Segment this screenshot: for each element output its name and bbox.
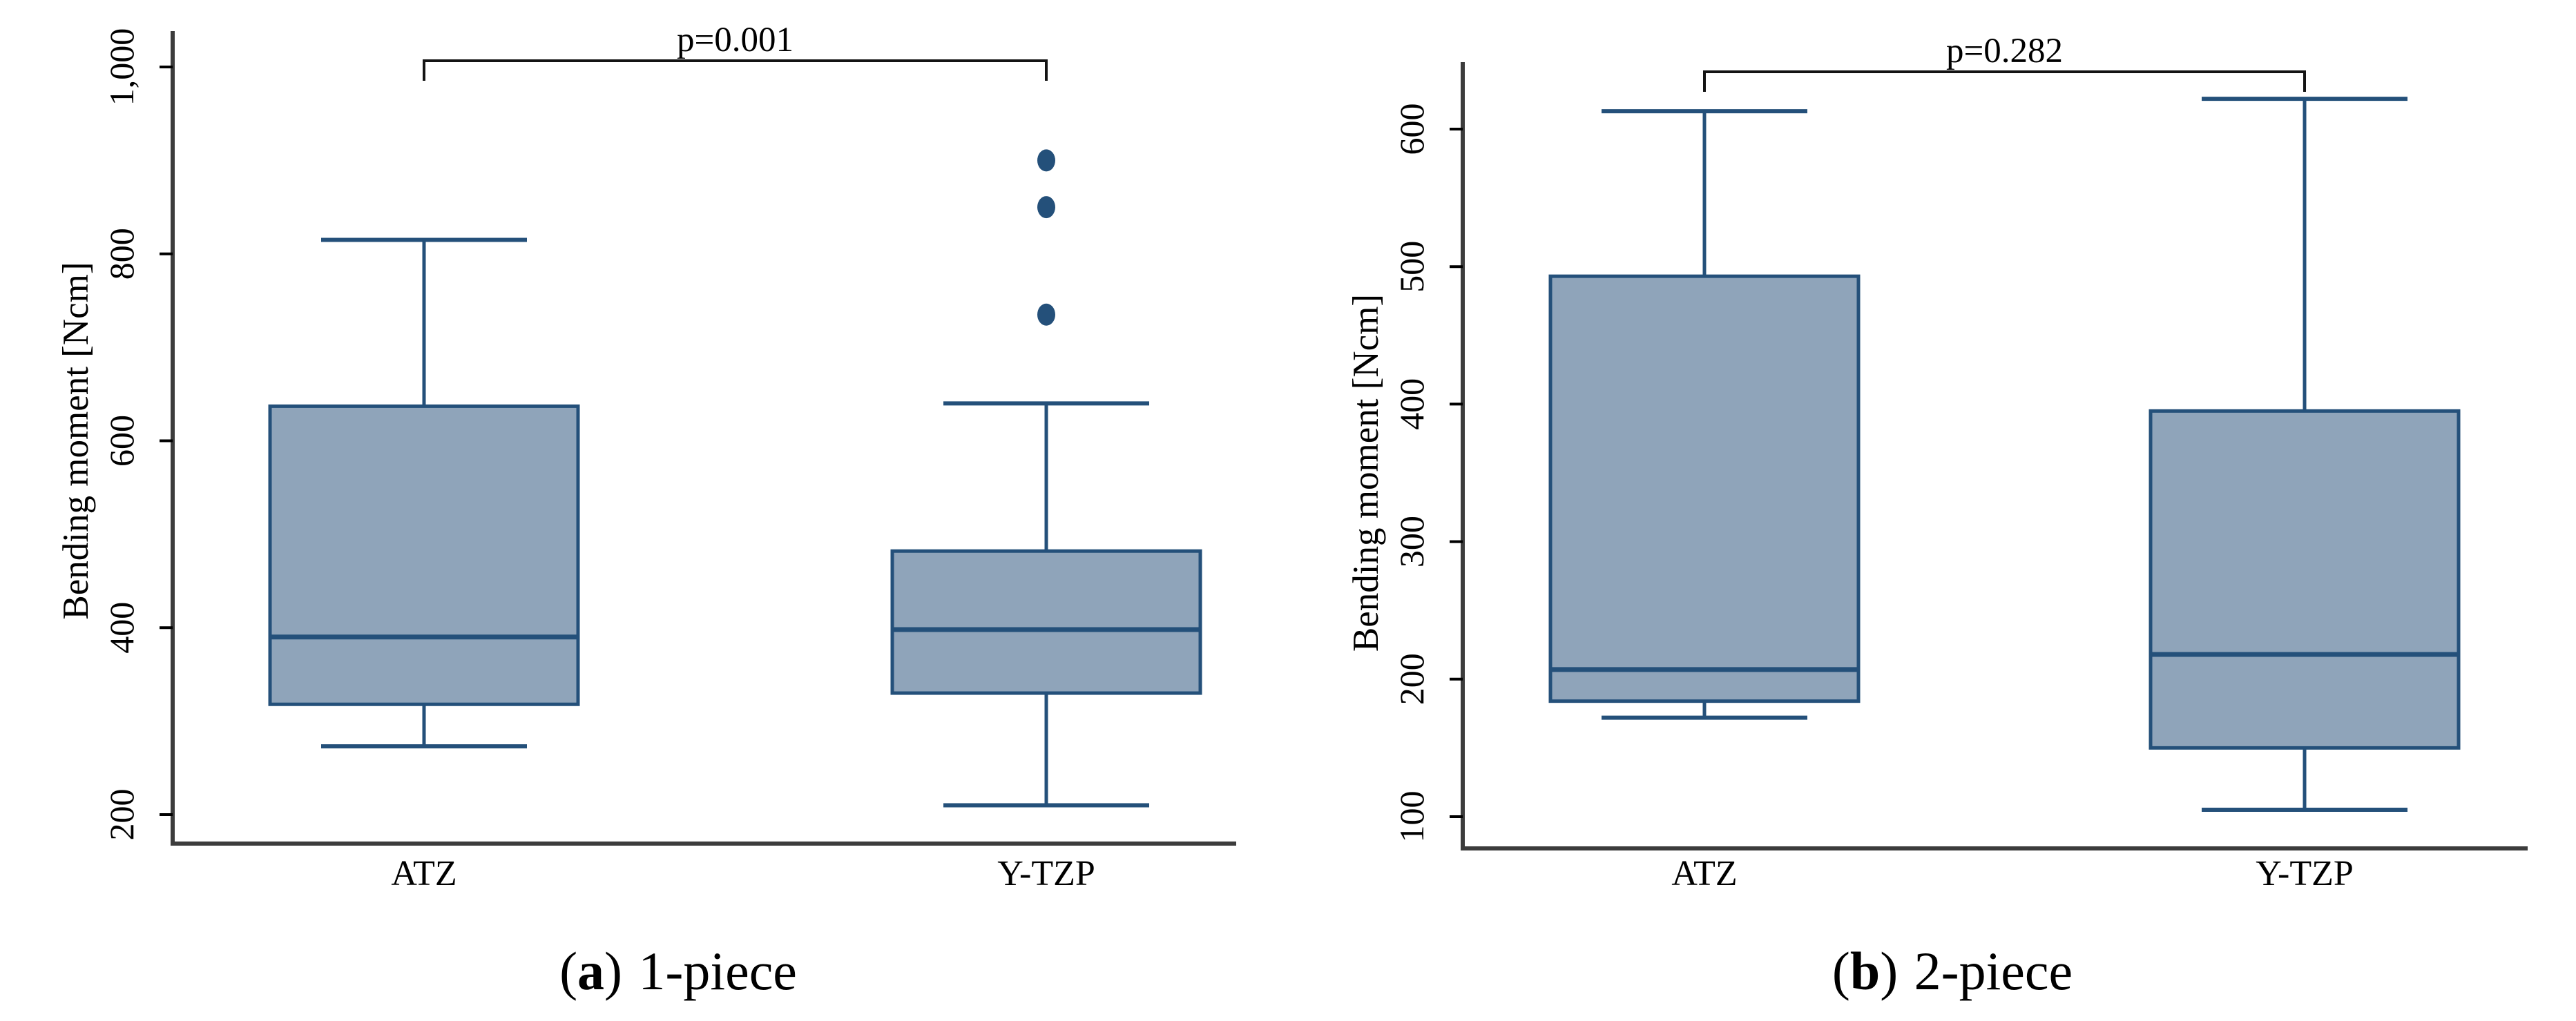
caption-a-label: 1-piece <box>638 941 797 1001</box>
y-tick-label: 500 <box>1392 241 1431 293</box>
y-tick-label: 600 <box>102 415 141 467</box>
p-value-label: p=0.282 <box>1946 32 2063 70</box>
y-tick-label: 100 <box>1392 791 1431 843</box>
box-Y-TZP <box>890 549 1202 695</box>
box-ATZ <box>1548 274 1861 703</box>
y-tick-label: 200 <box>1392 653 1431 705</box>
y-tick-label: 1,000 <box>102 28 141 106</box>
caption-panel-a: (a) 1-piece <box>559 940 797 1002</box>
y-axis-title: Bending moment [Ncm] <box>1346 294 1386 652</box>
box-Y-TZP <box>2149 409 2461 750</box>
caption-panel-b: (b) 2-piece <box>1832 940 2073 1002</box>
p-value-label: p=0.001 <box>677 21 794 59</box>
y-tick-label: 800 <box>102 228 141 280</box>
y-tick-label: 400 <box>1392 378 1431 430</box>
box-ATZ <box>268 404 580 706</box>
y-tick-label: 400 <box>102 602 141 654</box>
significance-bracket <box>1703 70 2306 92</box>
category-label: ATZ <box>391 854 456 893</box>
caption-b-suffix: ) <box>1880 941 1899 1001</box>
caption-b-label: 2-piece <box>1914 941 2073 1001</box>
y-axis-title: Bending moment [Ncm] <box>56 262 96 619</box>
caption-a-prefix: ( <box>559 941 578 1001</box>
caption-a-letter: a <box>577 941 605 1001</box>
category-label: ATZ <box>1671 854 1737 893</box>
caption-b-letter: b <box>1849 941 1881 1001</box>
outlier-point <box>1037 149 1055 172</box>
outlier-point <box>1037 196 1055 219</box>
category-label: Y-TZP <box>2256 854 2354 893</box>
caption-b-prefix: ( <box>1832 941 1850 1001</box>
y-tick-label: 600 <box>1392 104 1431 155</box>
significance-bracket <box>423 59 1048 81</box>
y-tick-label: 300 <box>1392 516 1431 567</box>
category-label: Y-TZP <box>997 854 1095 893</box>
outlier-point <box>1037 303 1055 326</box>
caption-a-suffix: ) <box>604 941 623 1001</box>
y-tick-label: 200 <box>102 789 141 841</box>
